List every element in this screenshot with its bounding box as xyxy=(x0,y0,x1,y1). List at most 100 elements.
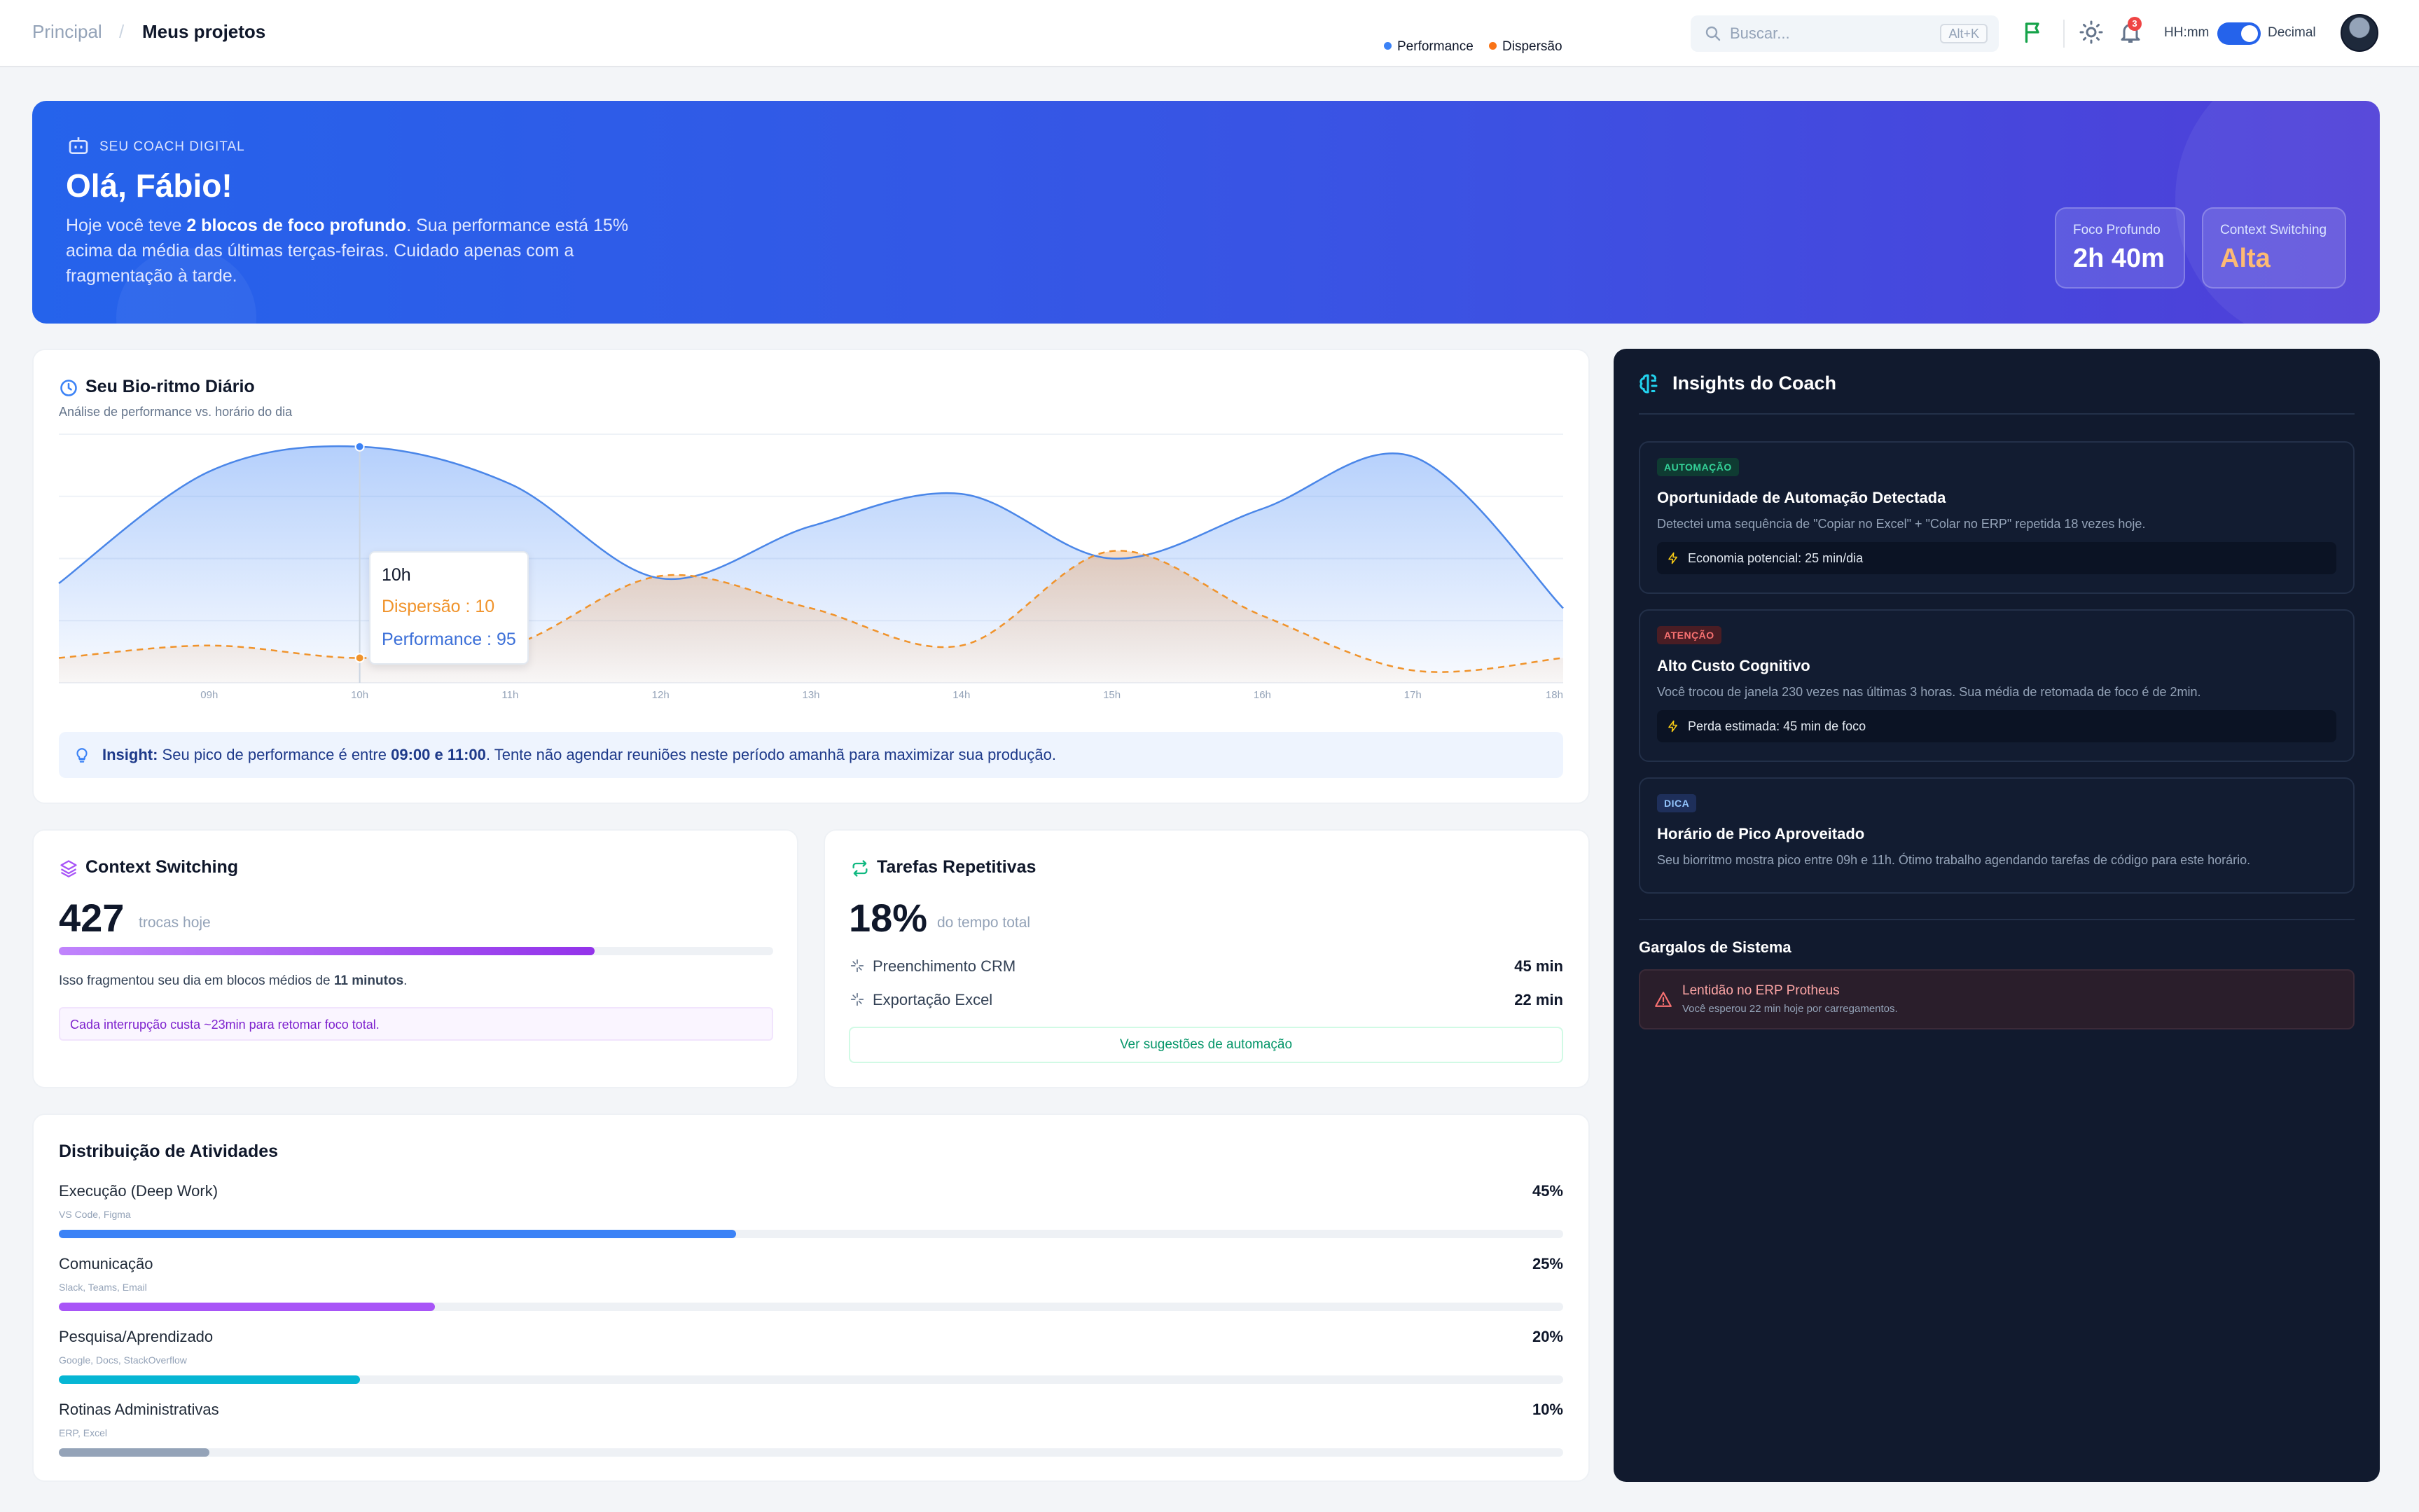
toggle-knob xyxy=(2241,25,2258,42)
search-input[interactable]: Buscar... Alt+K xyxy=(1691,15,1999,52)
activity-bar xyxy=(59,1375,360,1384)
activity-name: Rotinas Administrativas xyxy=(59,1401,219,1418)
bottleneck-title: Lentidão no ERP Protheus xyxy=(1682,983,1840,998)
context-switching-value: 427 xyxy=(59,896,125,940)
tooltip-dispersao: Dispersão : 10 xyxy=(382,597,495,616)
brain-icon xyxy=(1640,374,1658,394)
activity-name: Comunicação xyxy=(59,1255,153,1272)
x-tick-label: 13h xyxy=(802,689,820,701)
activity-track xyxy=(59,1448,1563,1457)
chart-tooltip: 10h Dispersão : 10 Performance : 95 xyxy=(369,551,529,665)
bottleneck-detail: Você esperou 22 min hoje por carregament… xyxy=(1682,1003,1898,1015)
stat-label: Context Switching xyxy=(2220,223,2327,237)
insight-title: Alto Custo Cognitivo xyxy=(1657,657,1810,674)
x-tick-label: 17h xyxy=(1403,689,1422,701)
warning-icon xyxy=(1655,992,1672,1007)
insight-body: Você trocou de janela 230 vezes nas últi… xyxy=(1657,685,2201,699)
x-tick-label: 18h xyxy=(1545,689,1563,701)
search-shortcut: Alt+K xyxy=(1940,24,1988,43)
time-format-label-decimal: Decimal xyxy=(2268,25,2316,40)
tooltip-performance: Performance : 95 xyxy=(382,630,516,649)
context-switching-title: Context Switching xyxy=(85,857,239,877)
x-tick-label: 09h xyxy=(200,689,219,701)
coach-hero-banner: SEU COACH DIGITAL Olá, Fábio! Hoje você … xyxy=(32,101,2380,324)
biorhythm-subtitle: Análise de performance vs. horário do di… xyxy=(59,405,293,419)
hero-message: Hoje você teve 2 blocos de foco profundo… xyxy=(66,216,629,286)
time-format-toggle[interactable] xyxy=(2217,22,2261,45)
biorhythm-title: Seu Bio-ritmo Diário xyxy=(85,377,255,396)
x-tick-label: 11h xyxy=(501,689,519,701)
activity-name: Execução (Deep Work) xyxy=(59,1182,219,1200)
interruption-warning: Cada interrupção custa ~23min para retom… xyxy=(59,1007,773,1041)
activity-percent: 45% xyxy=(1532,1182,1563,1200)
activity-apps: VS Code, Figma xyxy=(59,1209,131,1220)
activity-apps: Slack, Teams, Email xyxy=(59,1282,147,1293)
insight-badge: ATENÇÃO xyxy=(1657,626,1721,644)
insight-card-automation[interactable]: AUTOMAÇÃO Oportunidade de Automação Dete… xyxy=(1639,441,2355,594)
insight-badge: AUTOMAÇÃO xyxy=(1657,458,1739,476)
activity-percent: 25% xyxy=(1532,1255,1563,1272)
activity-track xyxy=(59,1375,1563,1384)
insight-bar: Insight: Seu pico de performance é entre… xyxy=(59,732,1563,778)
divider xyxy=(1639,413,2355,415)
insight-card-tip[interactable]: DICA Horário de Pico Aproveitado Seu bio… xyxy=(1639,777,2355,894)
breadcrumb-current: Meus projetos xyxy=(142,21,266,42)
insight-text: Insight: Seu pico de performance é entre… xyxy=(102,746,1056,763)
context-switching-track xyxy=(59,947,773,955)
insight-footer: Economia potencial: 25 min/dia xyxy=(1657,542,2336,574)
lightbulb-icon xyxy=(76,748,88,763)
hero-greeting: Olá, Fábio! xyxy=(66,167,233,204)
avatar[interactable] xyxy=(2341,14,2378,52)
notification-badge: 3 xyxy=(2128,17,2142,31)
automation-suggestions-button[interactable]: Ver sugestões de automação xyxy=(849,1027,1563,1063)
breadcrumb-separator: / xyxy=(119,21,125,42)
insight-card-attention[interactable]: ATENÇÃO Alto Custo Cognitivo Você trocou… xyxy=(1639,609,2355,762)
stat-label: Foco Profundo xyxy=(2073,223,2161,237)
breadcrumb-home[interactable]: Principal xyxy=(32,21,102,42)
legend-dispersao: Dispersão xyxy=(1489,39,1562,55)
legend-dot xyxy=(1489,42,1497,50)
stat-value: Alta xyxy=(2220,244,2271,273)
header-divider xyxy=(2063,20,2065,48)
x-tick-label: 10h xyxy=(351,689,369,701)
context-switching-card xyxy=(32,829,798,1088)
activity-track xyxy=(59,1230,1563,1238)
search-icon xyxy=(1705,26,1721,41)
robot-icon xyxy=(69,137,88,154)
activity-apps: ERP, Excel xyxy=(59,1427,107,1438)
divider xyxy=(1639,919,2355,920)
insight-title: Horário de Pico Aproveitado xyxy=(1657,825,1865,842)
activity-bar xyxy=(59,1303,435,1311)
time-format-label-hhmm: HH:mm xyxy=(2164,25,2210,40)
insight-title: Oportunidade de Automação Detectada xyxy=(1657,489,1946,506)
activity-name: Pesquisa/Aprendizado xyxy=(59,1328,214,1345)
repetitive-unit: do tempo total xyxy=(937,915,1031,931)
x-tick-label: 16h xyxy=(1253,689,1271,701)
legend-performance: Performance xyxy=(1384,39,1474,55)
stat-context-switching: Context Switching Alta xyxy=(2202,207,2346,289)
tooltip-title: 10h xyxy=(382,565,411,585)
flag-icon[interactable] xyxy=(2021,20,2046,45)
stat-deep-focus: Foco Profundo 2h 40m xyxy=(2055,207,2185,289)
activity-track xyxy=(59,1303,1563,1311)
distribution-title: Distribuição de Atividades xyxy=(59,1142,279,1161)
activity-bar xyxy=(59,1230,736,1238)
activity-distribution-card xyxy=(32,1114,1590,1482)
repetitive-tasks-title: Tarefas Repetitivas xyxy=(877,857,1037,877)
activity-percent: 10% xyxy=(1532,1401,1563,1418)
hero-tag: SEU COACH DIGITAL xyxy=(99,139,245,154)
lightning-icon xyxy=(1668,720,1677,733)
insight-body: Detectei uma sequência de "Copiar no Exc… xyxy=(1657,517,2146,531)
legend-dot xyxy=(1384,42,1392,50)
repeat-icon xyxy=(852,860,868,877)
insight-badge: DICA xyxy=(1657,794,1697,812)
bottleneck-card[interactable]: Lentidão no ERP Protheus Você esperou 22… xyxy=(1639,969,2355,1029)
coach-title: Insights do Coach xyxy=(1672,373,1837,394)
repetitive-value: 18% xyxy=(849,896,928,940)
bottlenecks-title: Gargalos de Sistema xyxy=(1639,938,1791,956)
sparkle-icon xyxy=(850,959,864,973)
sun-icon[interactable] xyxy=(2079,20,2104,45)
activity-bar xyxy=(59,1448,209,1457)
coach-insights-panel: Insights do Coach AUTOMAÇÃO Oportunidade… xyxy=(1614,349,2380,1482)
activity-apps: Google, Docs, StackOverflow xyxy=(59,1354,187,1366)
